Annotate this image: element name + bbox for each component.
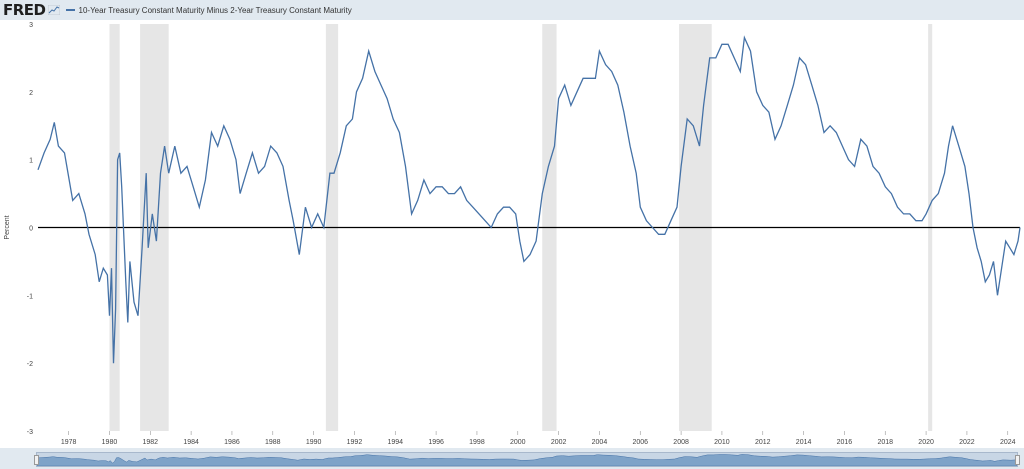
x-tick-label: 1980 bbox=[102, 439, 118, 446]
y-axis-label: Percent bbox=[4, 215, 11, 239]
x-tick-label: 1996 bbox=[428, 439, 444, 446]
x-tick-label: 2012 bbox=[755, 439, 771, 446]
x-tick-label: 2000 bbox=[510, 439, 526, 446]
y-tick-label: -3 bbox=[27, 429, 33, 436]
x-tick-label: 2018 bbox=[877, 439, 893, 446]
chart-header: FRED 10-Year Treasury Constant Maturity … bbox=[0, 0, 1024, 20]
x-tick-label: 1978 bbox=[61, 439, 77, 446]
y-tick-label: 1 bbox=[29, 158, 33, 165]
x-tick-label: 1986 bbox=[224, 439, 240, 446]
x-tick-label: 2016 bbox=[837, 439, 853, 446]
plot-area[interactable]: -3 -2 -1 0 1 2 3 1978 1980 1982 1984 1986 1988 1990 19… bbox=[0, 20, 1024, 448]
x-tick-label: 1998 bbox=[469, 439, 485, 446]
x-tick-label: 2008 bbox=[673, 439, 689, 446]
navigator-series bbox=[37, 454, 1017, 466]
line-chart[interactable]: -3 -2 -1 0 1 2 3 1978 1980 1982 1984 1986 1988 1990 19… bbox=[0, 20, 1024, 448]
y-tick-label: 3 bbox=[29, 22, 33, 29]
y-tick-label: 2 bbox=[29, 90, 33, 97]
legend-swatch bbox=[65, 9, 75, 11]
chart-legend: 10-Year Treasury Constant Maturity Minus… bbox=[65, 5, 352, 15]
x-tick-label: 1988 bbox=[265, 439, 281, 446]
x-tick-label: 1982 bbox=[142, 439, 158, 446]
x-tick-label: 2020 bbox=[918, 439, 934, 446]
series-line[interactable] bbox=[37, 35, 1021, 364]
navigator-left-handle[interactable] bbox=[34, 455, 39, 465]
x-tick-label: 2024 bbox=[1000, 439, 1016, 446]
x-tick-label: 2022 bbox=[959, 439, 975, 446]
x-tick-label: 2004 bbox=[592, 439, 608, 446]
y-tick-label: -1 bbox=[27, 293, 33, 300]
x-tick-label: 1994 bbox=[387, 439, 403, 446]
x-tick-label: 1990 bbox=[306, 439, 322, 446]
x-tick-label: 1984 bbox=[183, 439, 199, 446]
logo-text: FRED bbox=[3, 1, 46, 19]
range-navigator[interactable] bbox=[34, 452, 1020, 467]
x-tick-label: 2014 bbox=[796, 439, 812, 446]
y-tick-label: -2 bbox=[27, 361, 33, 368]
x-tick-label: 1992 bbox=[347, 439, 363, 446]
x-tick-label: 2002 bbox=[551, 439, 567, 446]
fred-logo[interactable]: FRED bbox=[3, 1, 60, 19]
x-tick-label: 2010 bbox=[714, 439, 730, 446]
navigator-right-handle[interactable] bbox=[1015, 455, 1020, 465]
y-tick-label: 0 bbox=[29, 226, 33, 233]
chart-line-icon bbox=[47, 1, 60, 19]
legend-label: 10-Year Treasury Constant Maturity Minus… bbox=[78, 5, 352, 15]
x-tick-label: 2006 bbox=[632, 439, 648, 446]
